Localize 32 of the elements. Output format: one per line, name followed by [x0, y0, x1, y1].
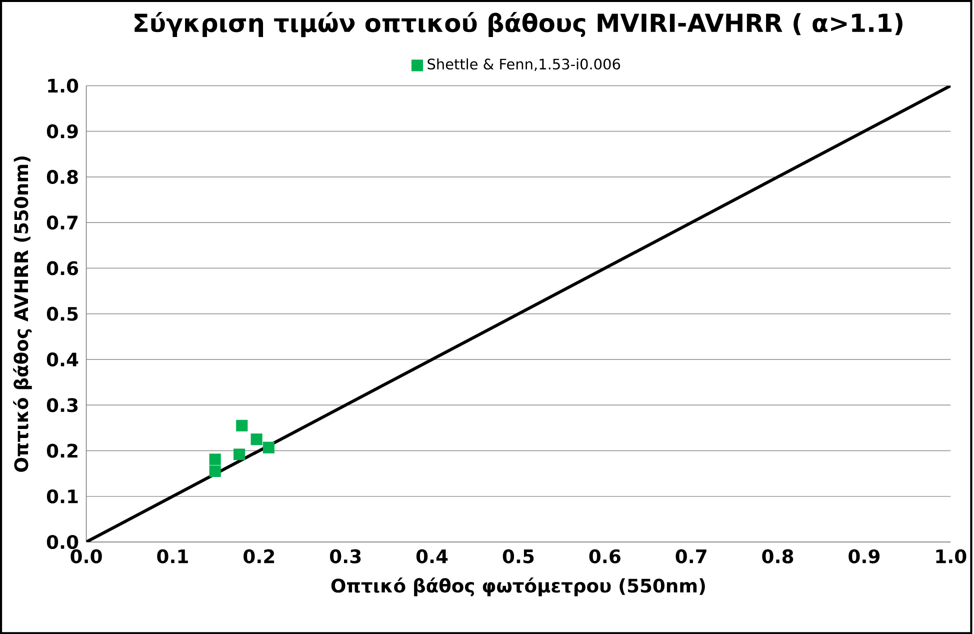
- y-tick-label: 0.9: [46, 124, 78, 138]
- x-tick-label: 0.0: [70, 549, 102, 564]
- x-tick-label: 1.0: [936, 549, 966, 564]
- y-tick-label: 0.6: [46, 261, 78, 276]
- y-tick-label: 0.2: [46, 444, 78, 458]
- x-tick-label: 0.1: [157, 549, 188, 564]
- x-tick-label: 0.5: [502, 549, 534, 564]
- chart-title: Σύγκριση τιμών οπτικού βάθους MVIRI-AVHRR ( α>1.1): [134, 12, 902, 37]
- y-tick-label: 0.4: [46, 352, 78, 366]
- point: [209, 465, 221, 477]
- y-tick-label: 0.8: [46, 170, 78, 184]
- y-tick-label: 0.1: [46, 489, 78, 504]
- x-tick-label: 0.9: [848, 549, 880, 564]
- point: [209, 454, 221, 466]
- y-tick-label: 1.0: [48, 78, 78, 93]
- x-tick-label: 0.4: [416, 549, 448, 564]
- x-tick-label: 0.7: [676, 549, 706, 564]
- point: [262, 442, 274, 454]
- x-axis-title: Οπτικό βάθος φωτόμετρου (550nm): [331, 577, 705, 596]
- y-tick-label: 0.7: [46, 215, 78, 230]
- point: [236, 420, 248, 432]
- x-tick-label: 0.3: [330, 549, 361, 564]
- y-tick-label: 0.5: [46, 306, 78, 321]
- point: [250, 433, 262, 446]
- point: [234, 448, 246, 460]
- x-tick-label: 0.2: [244, 549, 274, 564]
- y-tick-label: 0.0: [46, 534, 78, 549]
- x-tick-label: 0.8: [762, 549, 794, 564]
- y-tick-label: 0.3: [46, 398, 78, 412]
- x-tick-label: 0.6: [589, 549, 620, 564]
- legend-label: Shettle & Fenn,1.53-i0.006: [428, 58, 620, 71]
- y-axis-title: Οπτικό βάθος AVHRR (550nm): [13, 156, 32, 472]
